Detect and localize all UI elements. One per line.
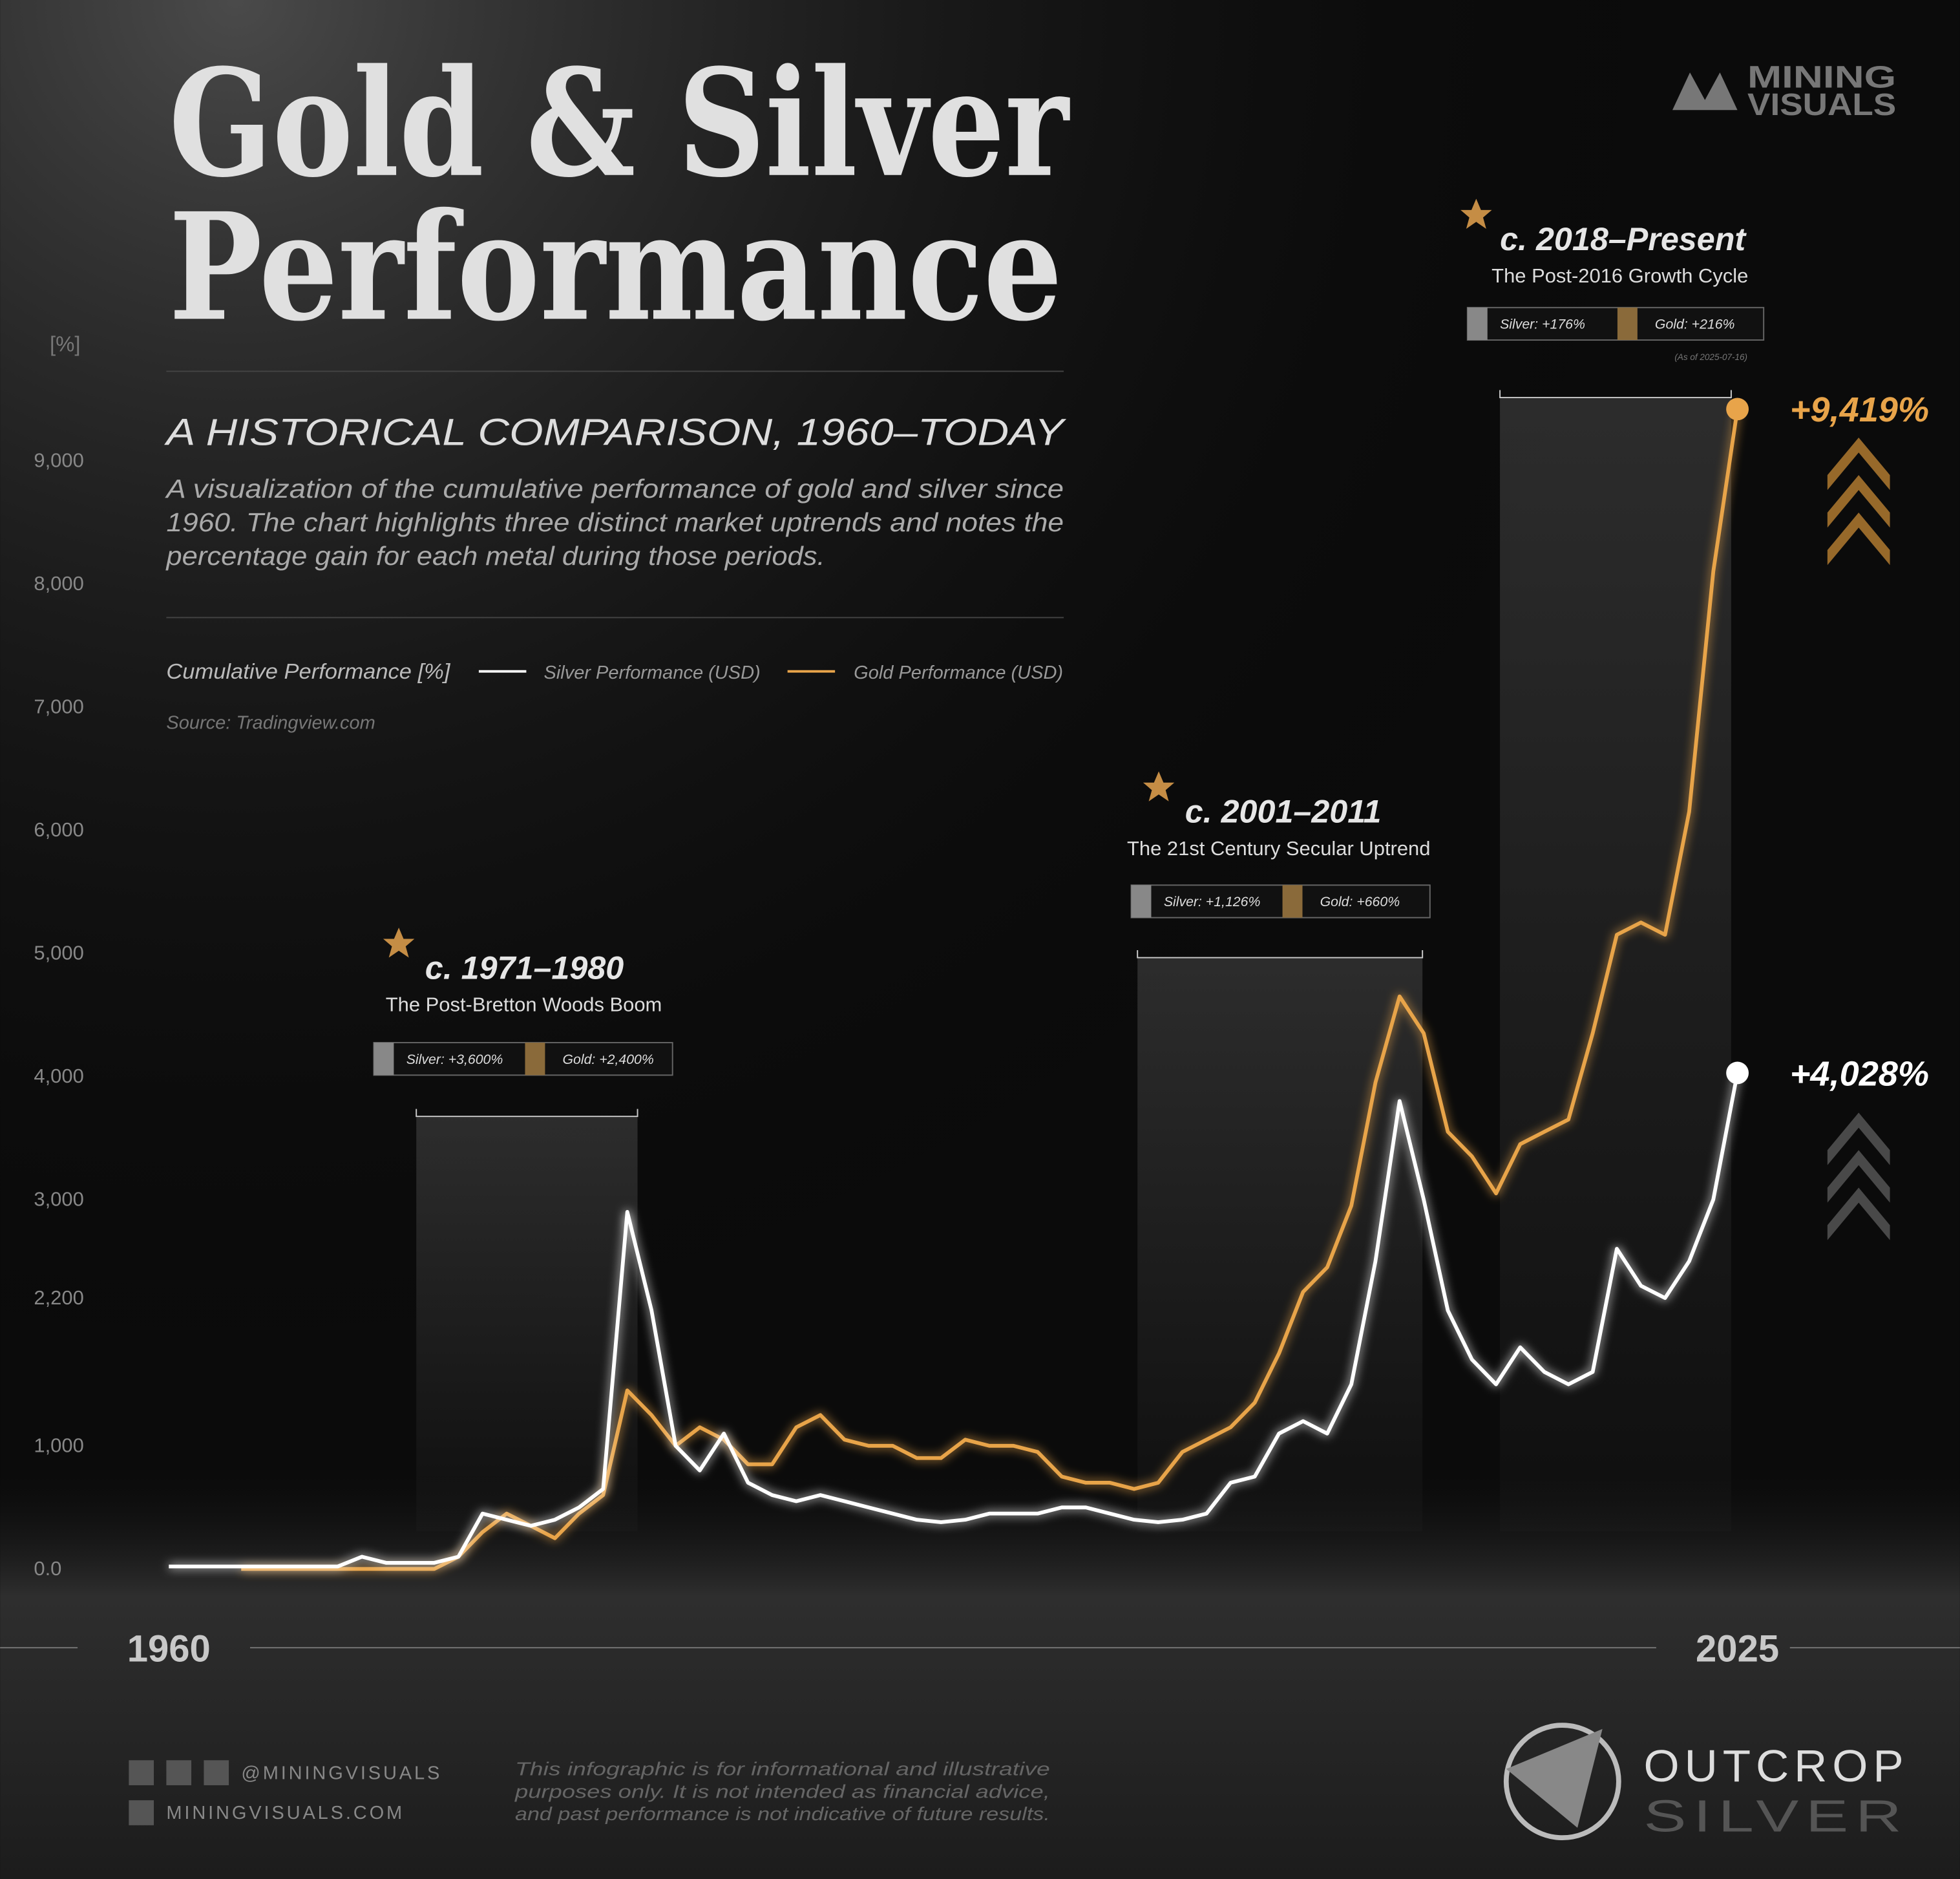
footer: @MININGVISUALS MININGVISUALS.COM This in… <box>129 1723 1909 1842</box>
brand-name: OUTCROP <box>1644 1741 1909 1791</box>
brand-name: SILVER <box>1644 1791 1909 1842</box>
logo: MINING VISUALS <box>1672 59 1896 122</box>
period-title: c. 1971–1980 <box>425 949 624 986</box>
period-caption: The Post-2016 Growth Cycle <box>1491 264 1748 287</box>
end-label: +9,419% <box>1790 390 1929 429</box>
source: Source: Tradingview.com <box>166 713 375 734</box>
badge-text: Gold: +216% <box>1655 317 1735 332</box>
title: Performance <box>169 180 1062 354</box>
disclaimer: and past performance is not indicative o… <box>515 1804 1050 1825</box>
period-box <box>1500 398 1731 1532</box>
chevrons <box>1827 437 1890 1240</box>
badge-swatch <box>374 1043 394 1076</box>
y-tick-label: 8,000 <box>34 572 83 595</box>
disclaimer: purposes only. It is not intended as fin… <box>514 1781 1050 1802</box>
home-icon <box>129 1800 154 1825</box>
period-box <box>416 1116 638 1532</box>
badge-swatch <box>1282 885 1303 918</box>
facebook-icon <box>129 1760 154 1785</box>
y-tick-label: 2,200 <box>34 1286 83 1309</box>
y-tick-label: 1,000 <box>34 1434 83 1456</box>
period-title: c. 2001–2011 <box>1185 793 1382 830</box>
badge <box>373 1042 673 1076</box>
period-title: c. 2018–Present <box>1500 220 1747 257</box>
y-tick-label: 5,000 <box>34 941 83 964</box>
period-bracket <box>1137 950 1424 959</box>
badge-text: Gold: +660% <box>1320 894 1400 909</box>
description: A visualization of the cumulative perfor… <box>165 474 1064 504</box>
star-icon <box>1460 198 1492 229</box>
badge-text: Silver: +176% <box>1500 317 1585 332</box>
badge-text: Silver: +1,126% <box>1164 894 1261 909</box>
description: percentage gain for each metal during th… <box>165 541 825 571</box>
chevron-icon <box>1827 437 1890 566</box>
legend-label: Gold Performance (USD) <box>854 663 1063 683</box>
period-box <box>1137 957 1423 1532</box>
brand-icon <box>1503 1723 1621 1841</box>
legend-title: Cumulative Performance [%] <box>166 659 450 683</box>
x-tick-label: 2025 <box>1696 1628 1779 1670</box>
end-point <box>1726 1061 1749 1085</box>
y-tick-label: 7,000 <box>34 695 83 717</box>
logo-text: MINING <box>1747 59 1896 94</box>
y-tick-label: 3,000 <box>34 1187 83 1210</box>
period-bracket <box>416 1109 638 1118</box>
y-axis-label: [%] <box>50 332 80 356</box>
period-caption: The 21st Century Secular Uptrend <box>1127 837 1430 860</box>
y-tick-label: 6,000 <box>34 818 83 841</box>
badge-text: Silver: +3,600% <box>406 1052 503 1067</box>
star-icon <box>1143 771 1175 801</box>
y-tick-label: 9,000 <box>34 449 83 471</box>
description: 1960. The chart highlights three distinc… <box>166 507 1064 537</box>
badge <box>1466 306 1765 341</box>
star-icon <box>383 928 415 958</box>
brand-icon <box>1506 1728 1603 1828</box>
disclaimer: This infographic is for informational an… <box>515 1759 1050 1779</box>
linkedin-icon <box>204 1760 229 1785</box>
subtitle: A HISTORICAL COMPARISON, 1960–TODAY <box>164 412 1067 454</box>
badge-text: Gold: +2,400% <box>563 1052 654 1067</box>
y-tick-label: 0.0 <box>34 1557 61 1580</box>
chevron-icon <box>1827 1112 1890 1240</box>
badge-swatch <box>525 1043 545 1076</box>
website: MININGVISUALS.COM <box>166 1803 405 1823</box>
series-line <box>241 409 1740 1571</box>
badge-note: (As of 2025-07-16) <box>1674 352 1747 362</box>
badge <box>1130 884 1431 918</box>
social-handle: @MININGVISUALS <box>241 1763 442 1783</box>
y-tick-label: 4,000 <box>34 1065 83 1087</box>
title: Gold & Silver <box>169 37 1070 210</box>
period-caption: The Post-Bretton Woods Boom <box>386 993 662 1016</box>
end-point <box>1726 398 1749 421</box>
x-tick-label: 1960 <box>127 1628 211 1670</box>
badge-swatch <box>1131 885 1152 918</box>
logo-text: VISUALS <box>1747 87 1896 122</box>
series-line <box>169 1072 1740 1569</box>
badge-swatch <box>1617 307 1638 341</box>
end-label: +4,028% <box>1790 1054 1929 1093</box>
period-bracket <box>1499 390 1732 399</box>
floor <box>0 1475 1960 1879</box>
legend-label: Silver Performance (USD) <box>543 663 760 683</box>
badge-swatch <box>1467 307 1488 341</box>
x-icon <box>166 1760 192 1785</box>
logo-icon <box>1672 72 1738 111</box>
